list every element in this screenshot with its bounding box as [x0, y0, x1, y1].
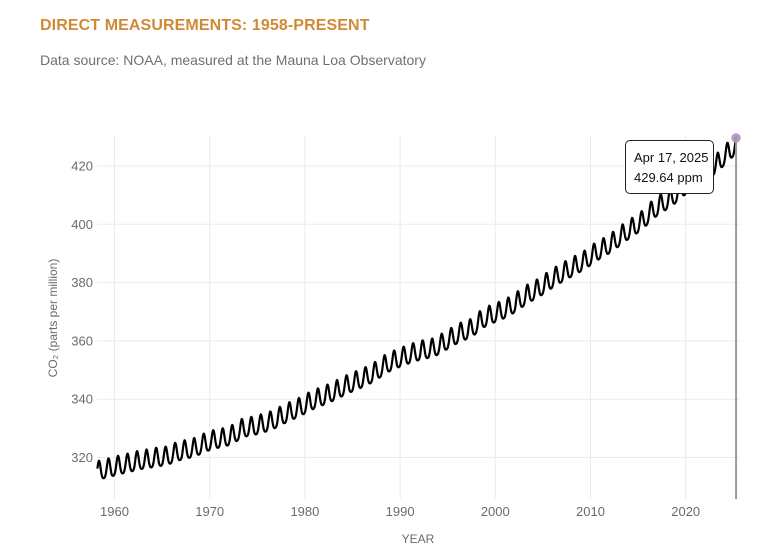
y-tick-label: 320 [71, 450, 93, 465]
y-tick-label: 340 [71, 392, 93, 407]
tooltip-date: Apr 17, 2025 [634, 150, 709, 165]
x-tick-label: 1990 [386, 504, 415, 519]
x-tick-label: 2000 [481, 504, 510, 519]
x-tick-label: 1980 [290, 504, 319, 519]
x-tick-label: 1970 [195, 504, 224, 519]
x-tick-label: 1960 [100, 504, 129, 519]
y-tick-label: 360 [71, 333, 93, 348]
y-tick-label: 380 [71, 275, 93, 290]
tooltip-value: 429.64 ppm [634, 170, 703, 185]
x-tick-label: 2020 [671, 504, 700, 519]
chart-title: DIRECT MEASUREMENTS: 1958-PRESENT [40, 17, 370, 34]
co2-series-line [96, 136, 738, 480]
x-tick-label: 2010 [576, 504, 605, 519]
y-axis-label: CO₂ (parts per million) [46, 259, 60, 378]
chart-subtitle: Data source: NOAA, measured at the Mauna… [40, 52, 426, 68]
hover-tooltip: Apr 17, 2025 429.64 ppm [625, 140, 714, 194]
x-axis-ticks: 1960 1970 1980 1990 2000 2010 2020 [100, 504, 700, 519]
hover-point[interactable] [731, 133, 741, 143]
y-axis-ticks: 320 340 360 380 400 420 [71, 159, 93, 466]
y-tick-label: 400 [71, 217, 93, 232]
x-axis-label: YEAR [402, 532, 435, 546]
y-tick-label: 420 [71, 159, 93, 174]
